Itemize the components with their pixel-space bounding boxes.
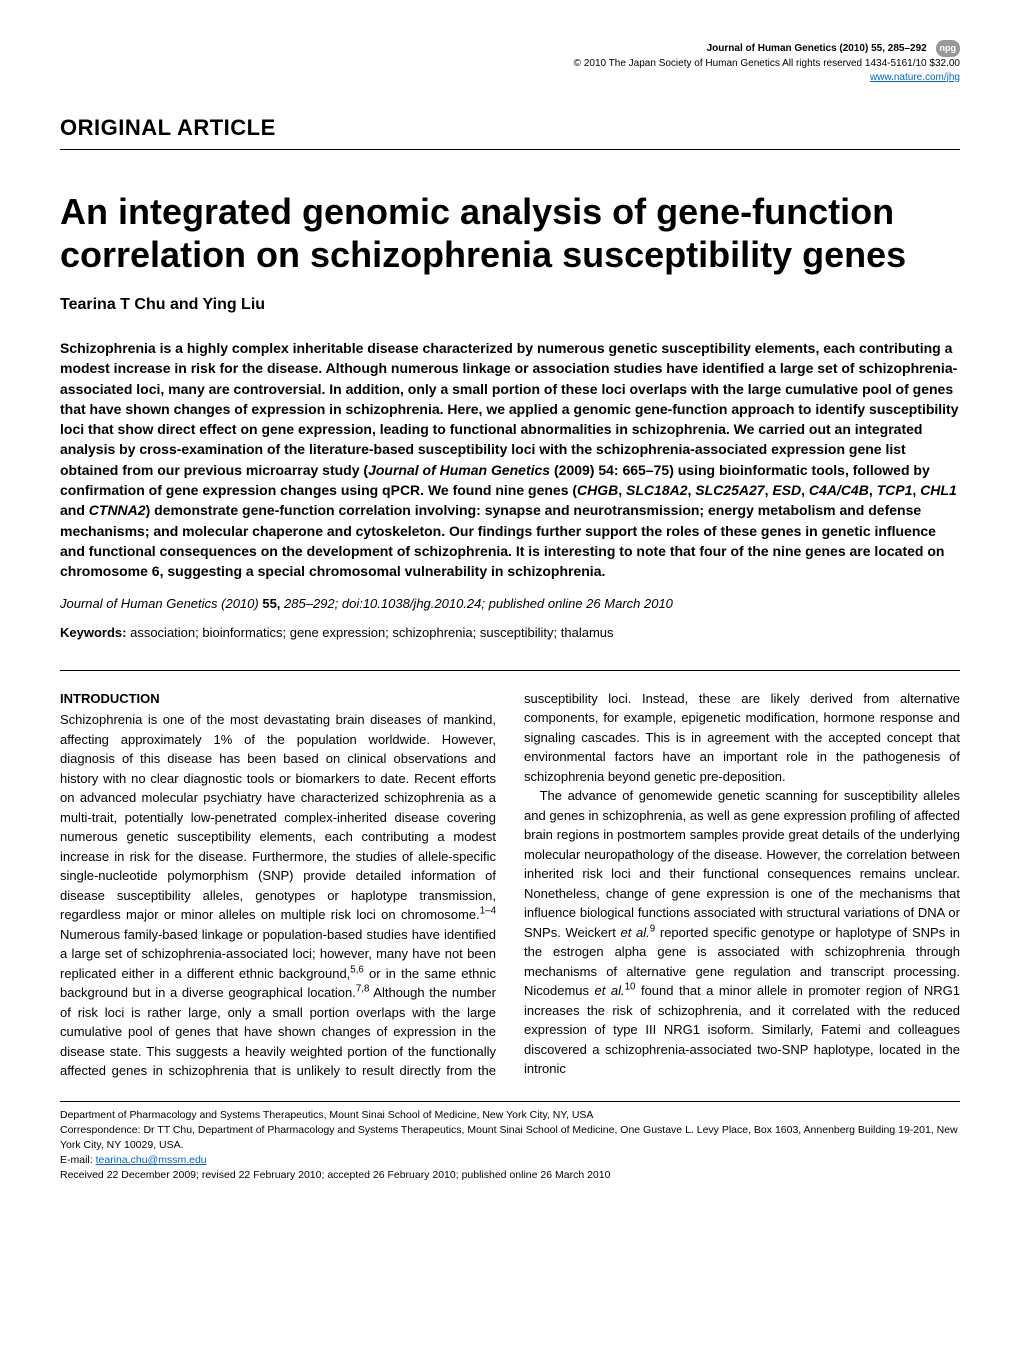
introduction-heading: INTRODUCTION [60,689,496,709]
keywords: Keywords: association; bioinformatics; g… [60,625,960,640]
journal-url-link[interactable]: www.nature.com/jhg [870,72,960,83]
body-columns: INTRODUCTION Schizophrenia is one of the… [60,689,960,1081]
keywords-list: association; bioinformatics; gene expres… [130,625,613,640]
article-type: ORIGINAL ARTICLE [60,115,960,141]
article-title: An integrated genomic analysis of gene-f… [60,190,960,276]
abstract: Schizophrenia is a highly complex inheri… [60,338,960,582]
journal-line-text: Journal of Human Genetics (2010) 55, 285… [707,43,927,54]
email-link[interactable]: tearina.chu@mssm.edu [96,1154,207,1166]
journal-url: www.nature.com/jhg [60,71,960,85]
email-line: E-mail: tearina.chu@mssm.edu [60,1153,960,1168]
authors: Tearina T Chu and Ying Liu [60,296,960,314]
correspondence: Correspondence: Dr TT Chu, Department of… [60,1123,960,1153]
page: Journal of Human Genetics (2010) 55, 285… [0,0,1020,1214]
citation: Journal of Human Genetics (2010) 55, 285… [60,596,960,611]
copyright-line: © 2010 The Japan Society of Human Geneti… [60,57,960,71]
email-label: E-mail: [60,1154,93,1166]
journal-line: Journal of Human Genetics (2010) 55, 285… [60,40,960,57]
footer-rule [60,1101,960,1102]
keywords-label: Keywords: [60,625,126,640]
header-meta: Journal of Human Genetics (2010) 55, 285… [60,40,960,85]
rule-top [60,149,960,150]
footer-block: Department of Pharmacology and Systems T… [60,1108,960,1184]
affiliation: Department of Pharmacology and Systems T… [60,1108,960,1123]
received-line: Received 22 December 2009; revised 22 Fe… [60,1168,960,1183]
npg-badge: npg [936,40,961,57]
intro-paragraph-2: The advance of genomewide genetic scanni… [524,786,960,1079]
rule-mid [60,670,960,671]
